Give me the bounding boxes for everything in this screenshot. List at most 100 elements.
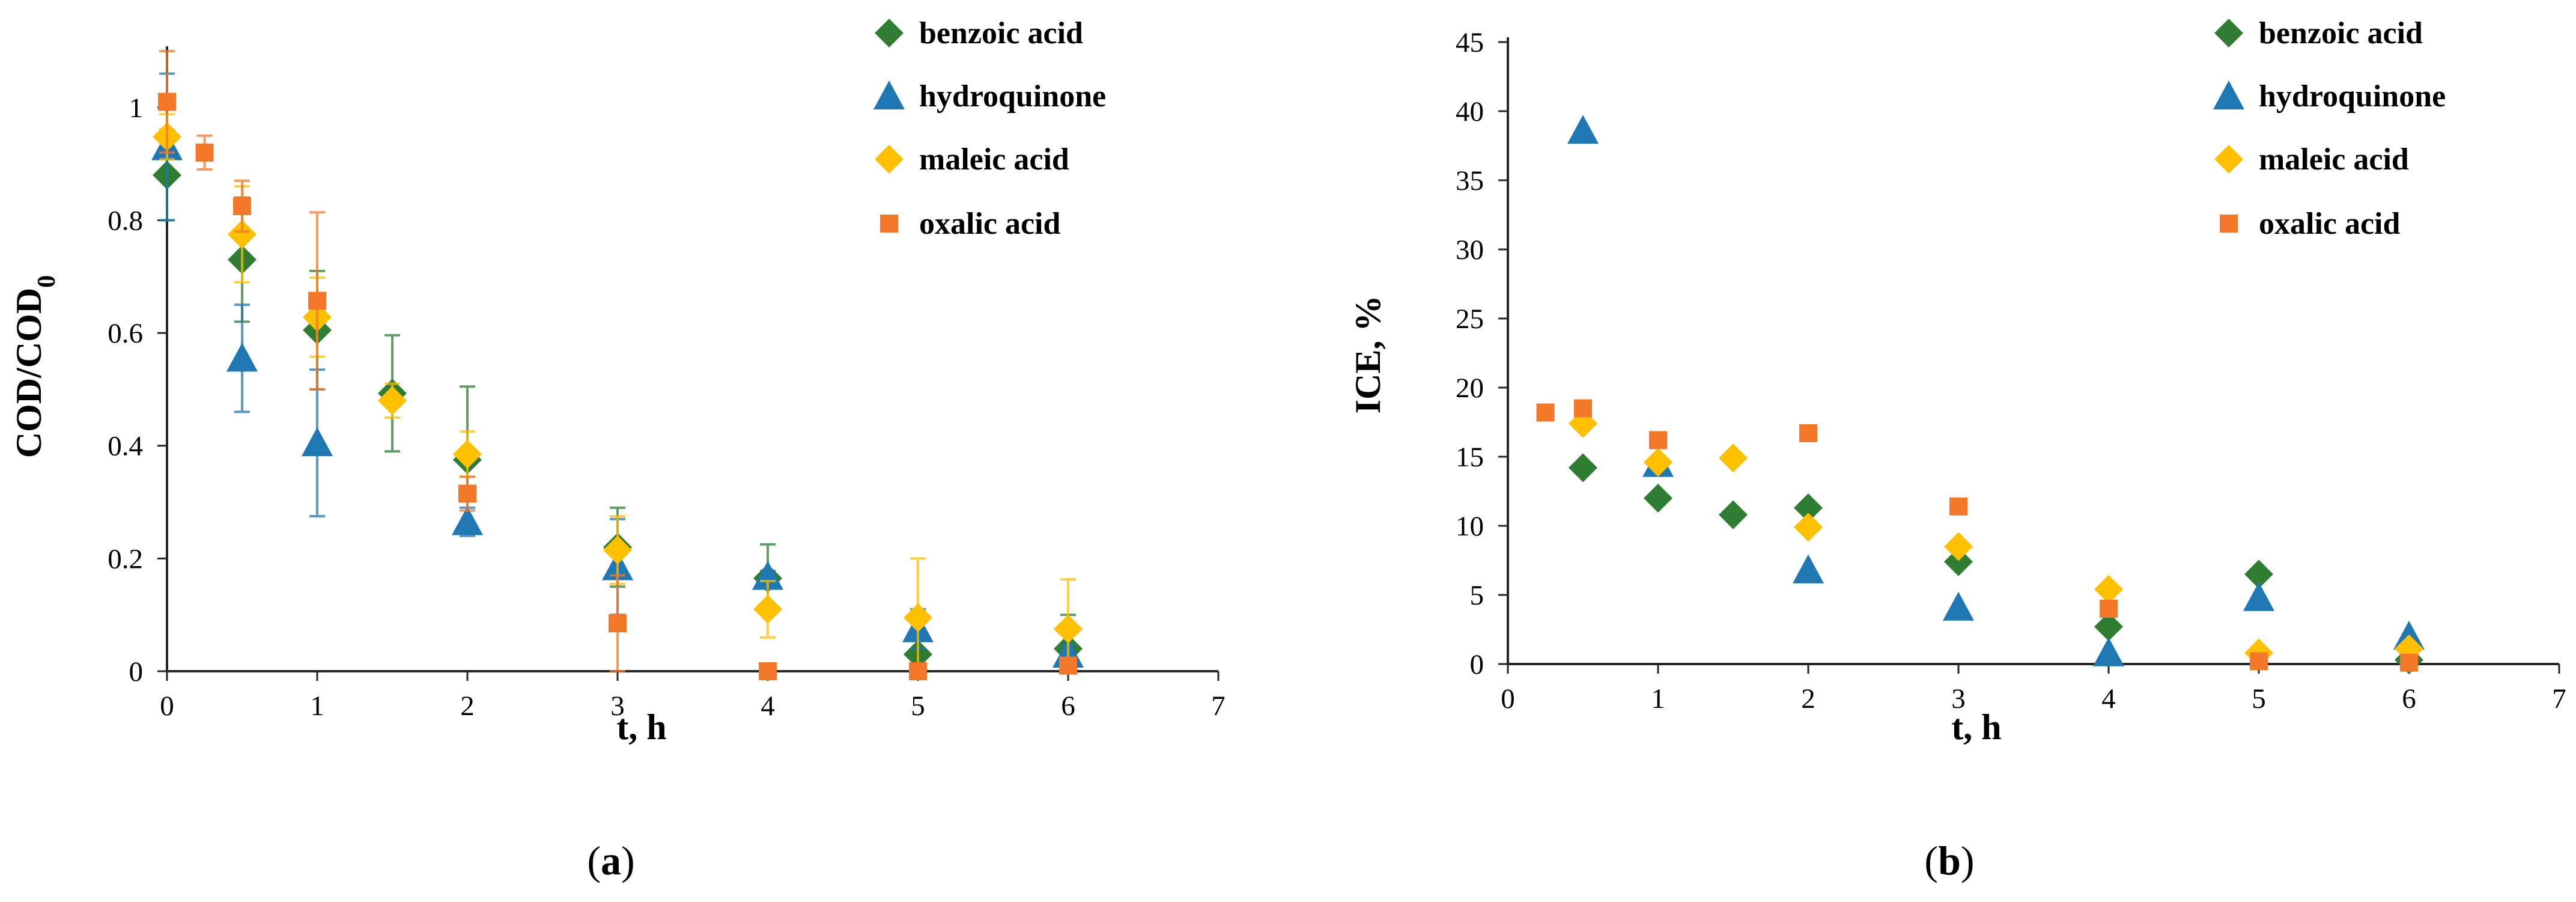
- legend-marker-benzoic-acid: [2214, 19, 2243, 47]
- data-point-oxalic-acid: [458, 484, 476, 503]
- panel-label: (a): [587, 838, 634, 883]
- x-tick-label: 4: [2101, 683, 2116, 715]
- legend-label: maleic acid: [2259, 142, 2409, 177]
- data-point-maleic-acid: [1644, 448, 1672, 477]
- legend-item-maleic-acid: maleic acid: [875, 142, 1069, 177]
- data-point-oxalic-acid: [1649, 431, 1667, 449]
- legend-item-benzoic-acid: benzoic acid: [2214, 16, 2423, 50]
- legend-item-hydroquinone: hydroquinone: [873, 79, 1106, 114]
- x-tick-label: 0: [1501, 683, 1515, 715]
- legend-marker-hydroquinone: [2213, 81, 2244, 110]
- x-tick-label: 6: [1061, 690, 1075, 722]
- data-point-oxalic-acid: [1059, 656, 1077, 675]
- y-tick-label: 1: [129, 93, 144, 124]
- data-point-hydroquinone: [1943, 591, 1974, 621]
- series-benzoic-acid: [1569, 453, 2423, 675]
- x-tick-label: 5: [911, 690, 925, 722]
- legend: benzoic acid hydroquinone maleic acid oxali…: [2213, 16, 2446, 241]
- x-tick-label: 5: [2252, 683, 2266, 715]
- x-tick-label: 7: [2552, 683, 2566, 715]
- series-hydroquinone: [1567, 115, 2425, 666]
- axes: 0 1 2 3 4 5 6 7 0 0.2 0.4 0.6 0.8 1: [108, 46, 1226, 722]
- data-point-oxalic-acid: [195, 143, 214, 162]
- x-tick-label: 0: [160, 690, 174, 722]
- y-axis-label: ICE, %: [1348, 296, 1388, 414]
- data-point-hydroquinone: [1793, 554, 1824, 584]
- x-axis-label: t, h: [616, 707, 666, 747]
- data-point-maleic-acid: [1054, 614, 1083, 644]
- data-point-maleic-acid: [1794, 513, 1823, 542]
- data-point-oxalic-acid: [308, 291, 326, 310]
- y-tick-label: 0.4: [108, 431, 143, 462]
- data-point-benzoic-acid: [1569, 453, 1597, 483]
- data-point-oxalic-acid: [609, 614, 627, 633]
- y-tick-label: 30: [1456, 234, 1484, 266]
- data-point-hydroquinone: [2093, 637, 2124, 666]
- legend: benzoic acid hydroquinone maleic acid oxali…: [873, 16, 1106, 241]
- legend-label: oxalic acid: [919, 207, 1061, 241]
- legend-marker-hydroquinone: [873, 81, 905, 110]
- data-point-oxalic-acid: [233, 197, 251, 215]
- legend-marker-maleic-acid: [875, 145, 904, 174]
- data-point-oxalic-acid: [2100, 600, 2118, 618]
- data-point-hydroquinone: [1567, 115, 1599, 144]
- data-point-maleic-acid: [453, 439, 482, 469]
- data-point-benzoic-acid: [1719, 500, 1748, 529]
- x-tick-label: 1: [1651, 683, 1665, 715]
- data-point-oxalic-acid: [909, 662, 927, 680]
- x-tick-label: 2: [1801, 683, 1815, 715]
- data-point-hydroquinone: [2243, 582, 2274, 611]
- panel-label: (b): [1924, 838, 1974, 883]
- y-tick-label: 25: [1456, 303, 1484, 335]
- legend-item-benzoic-acid: benzoic acid: [875, 16, 1083, 50]
- y-tick-label: 45: [1456, 27, 1484, 58]
- y-tick-label: 0.2: [108, 543, 143, 574]
- y-tick-label: 0.6: [108, 318, 143, 349]
- x-tick-label: 2: [460, 690, 475, 722]
- data-point-hydroquinone: [452, 506, 483, 535]
- x-tick-label: 7: [1211, 690, 1226, 722]
- legend-item-oxalic-acid: oxalic acid: [880, 207, 1061, 241]
- data-point-oxalic-acid: [1949, 497, 1967, 516]
- data-point-maleic-acid: [603, 535, 632, 565]
- data-point-hydroquinone: [752, 561, 783, 590]
- data-point-hydroquinone: [302, 427, 333, 457]
- data-point-maleic-acid: [2094, 574, 2123, 604]
- series-oxalic-acid: [158, 50, 1077, 680]
- y-tick-label: 0.8: [108, 205, 143, 236]
- y-tick-label: 0: [1470, 649, 1484, 680]
- data-point-maleic-acid: [228, 219, 257, 249]
- data-point-benzoic-acid: [1794, 493, 1823, 523]
- data-point-oxalic-acid: [1536, 403, 1555, 422]
- data-point-hydroquinone: [226, 343, 258, 372]
- data-point-oxalic-acid: [1799, 424, 1817, 442]
- legend-label: benzoic acid: [919, 16, 1083, 50]
- y-axis-label: COD/COD0: [9, 275, 61, 458]
- data-point-maleic-acid: [904, 603, 932, 632]
- x-tick-label: 3: [610, 690, 625, 722]
- y-tick-label: 15: [1456, 442, 1484, 473]
- x-tick-label: 3: [1951, 683, 1966, 715]
- x-axis-label: t, h: [1951, 707, 2001, 747]
- y-tick-label: 20: [1456, 373, 1484, 404]
- data-point-benzoic-acid: [1644, 484, 1672, 513]
- data-point-oxalic-acid: [2400, 653, 2418, 672]
- x-tick-label: 6: [2402, 683, 2416, 715]
- x-tick-label: 4: [761, 690, 775, 722]
- data-point-maleic-acid: [1719, 443, 1748, 473]
- y-tick-label: 5: [1470, 580, 1484, 611]
- data-point-oxalic-acid: [2250, 652, 2268, 671]
- y-tick-label: 10: [1456, 511, 1484, 542]
- data-point-benzoic-acid: [1944, 547, 1973, 576]
- legend-label: hydroquinone: [919, 79, 1106, 114]
- legend-label: oxalic acid: [2259, 207, 2401, 241]
- legend-item-hydroquinone: hydroquinone: [2213, 79, 2446, 114]
- legend-item-oxalic-acid: oxalic acid: [2220, 207, 2401, 241]
- legend-marker-benzoic-acid: [875, 19, 904, 47]
- data-point-oxalic-acid: [1574, 399, 1592, 418]
- data-point-maleic-acid: [753, 594, 782, 624]
- legend-item-maleic-acid: maleic acid: [2214, 142, 2409, 177]
